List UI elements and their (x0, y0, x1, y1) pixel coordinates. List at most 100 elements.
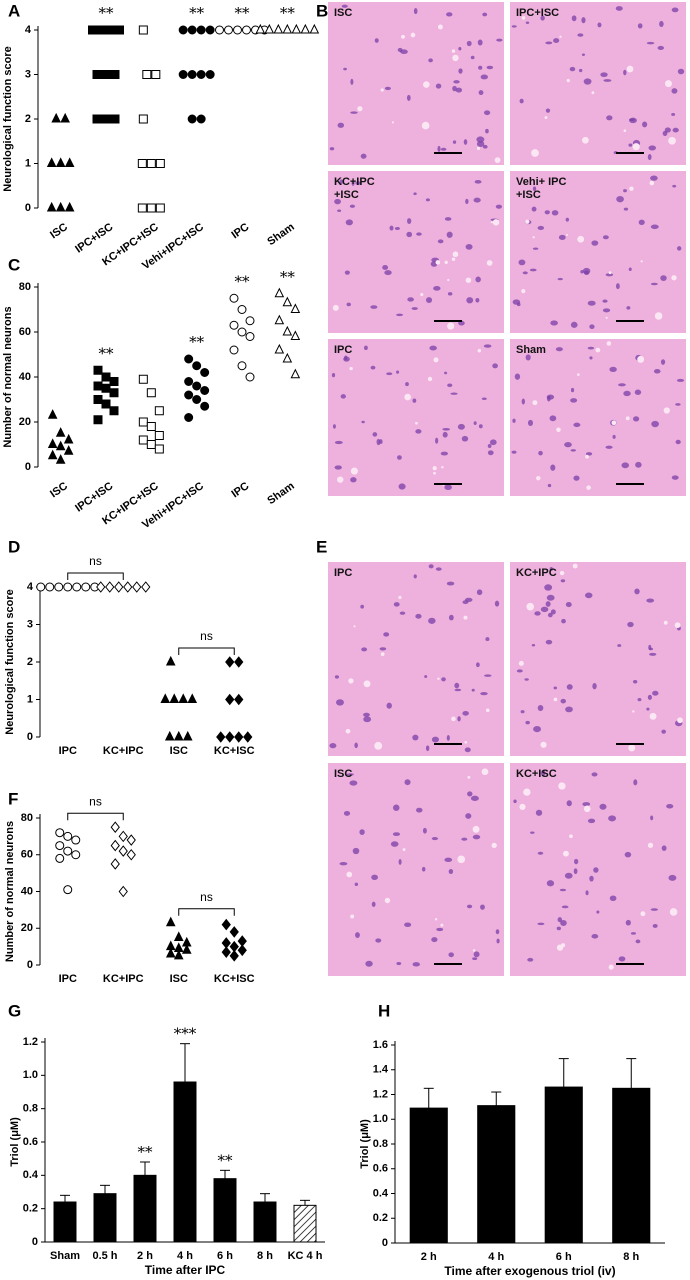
micrograph-label: ISC (334, 7, 352, 19)
data-point (109, 406, 119, 416)
tissue-cell (662, 130, 668, 136)
vacuole (540, 741, 547, 748)
vacuole (677, 717, 683, 724)
x-tick-label: KC 4 h (288, 1250, 323, 1262)
tissue-cell (471, 688, 475, 692)
tissue-cell (671, 475, 679, 480)
vacuole (544, 116, 548, 120)
y-tick-label: 1 (25, 157, 31, 169)
tissue-cell (629, 118, 636, 122)
vacuole (441, 466, 444, 469)
panel-letter: C (8, 255, 20, 274)
comparison-bracket (67, 812, 124, 821)
tissue-cell (329, 743, 337, 749)
tissue-cell (570, 449, 576, 452)
vacuole (640, 260, 643, 263)
tissue-cell (379, 439, 383, 444)
bar (253, 1201, 277, 1243)
micrograph-label: ISC (334, 768, 352, 780)
y-tick-label: 0.2 (23, 1203, 38, 1215)
tissue-cell (379, 647, 387, 651)
micrograph-label: KC+ISC (516, 768, 557, 780)
tissue-cell (478, 90, 484, 96)
x-axis-label: Time after exogenous triol (iv) (444, 1264, 615, 1278)
tissue-cell (405, 382, 409, 387)
tissue-cell (560, 579, 566, 583)
tissue-cell (599, 803, 607, 810)
tissue-cell (361, 647, 368, 652)
vacuole (628, 744, 636, 752)
significance-label: ** (235, 4, 251, 22)
tissue-cell (538, 450, 543, 456)
tissue-cell (534, 611, 541, 616)
data-point (164, 730, 175, 741)
tissue-cell (440, 451, 448, 456)
tissue-cell (396, 313, 404, 317)
data-point (92, 114, 102, 124)
vacuole (663, 407, 670, 414)
tissue-cell (606, 115, 613, 121)
tissue-cell (363, 712, 370, 717)
tissue-cell (512, 418, 516, 423)
tissue-cell (668, 874, 677, 881)
tissue-cell (444, 857, 453, 863)
tissue-cell (591, 934, 599, 939)
vacuole (632, 143, 640, 151)
y-tick-label: 40 (19, 371, 31, 383)
tissue-cell (634, 389, 642, 395)
comparison-label: ns (200, 629, 213, 643)
micrograph (328, 171, 504, 333)
vacuole (523, 788, 531, 796)
data-point (93, 381, 103, 391)
y-tick-label: 4 (27, 581, 34, 593)
data-point (36, 582, 46, 592)
tissue-cell (560, 698, 566, 704)
data-point (101, 399, 111, 409)
tissue-cell (649, 652, 657, 656)
data-point (138, 435, 148, 445)
data-point (138, 417, 148, 427)
tissue-cell (585, 890, 589, 896)
tissue-cell (630, 932, 637, 935)
data-point (291, 23, 302, 34)
y-axis-label: Neurological function score (4, 589, 16, 734)
tissue-cell (587, 346, 595, 350)
vacuole (332, 304, 339, 311)
significance-label: ** (189, 4, 205, 22)
tissue-cell (648, 644, 652, 651)
tissue-cell (413, 192, 417, 196)
tissue-cell (465, 198, 469, 205)
tissue-cell (532, 186, 537, 191)
tissue-cell (603, 79, 612, 82)
tissue-cell (666, 804, 674, 809)
data-point (101, 383, 111, 393)
tissue-cell (553, 38, 560, 44)
tissue-cell (581, 17, 586, 24)
tissue-cell (433, 286, 441, 291)
tissue-cell (551, 210, 559, 216)
tissue-cell (529, 268, 537, 272)
data-point (290, 330, 301, 340)
vacuole (404, 393, 411, 401)
tissue-cell (635, 939, 641, 944)
data-point (110, 114, 120, 124)
tissue-cell (647, 153, 652, 161)
x-tick-label: IPC (59, 745, 77, 757)
data-point (109, 377, 119, 386)
tissue-cell (556, 926, 562, 931)
vacuole (432, 466, 437, 471)
tissue-cell (404, 922, 412, 927)
data-point (234, 731, 244, 743)
tissue-cell (618, 383, 626, 387)
data-point (46, 157, 57, 167)
tissue-cell (343, 67, 347, 71)
tissue-cell (632, 680, 638, 684)
tissue-cell (646, 41, 655, 45)
tissue-cell (399, 611, 406, 615)
data-point (237, 944, 247, 957)
tissue-cell (583, 78, 592, 85)
vacuole (402, 848, 406, 852)
tissue-cell (365, 960, 373, 967)
tissue-cell (527, 957, 534, 962)
bar (409, 1107, 448, 1244)
